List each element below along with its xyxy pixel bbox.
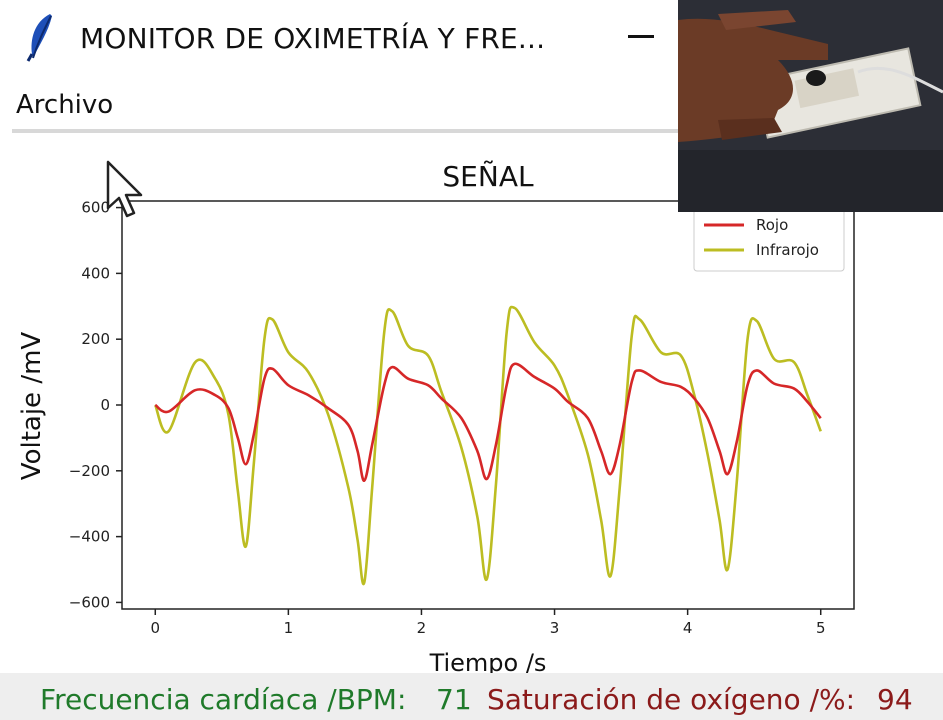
x-tick-label: 3 [550, 619, 560, 637]
x-tick-label: 5 [816, 619, 826, 637]
y-axis-label: Voltaje /mV [17, 332, 47, 481]
y-tick-label: −400 [69, 528, 110, 546]
x-axis-label: Tiempo /s [429, 649, 547, 673]
feather-icon [26, 14, 52, 62]
y-tick-label: 200 [81, 330, 110, 348]
series-line-rojo [154, 362, 822, 482]
legend-label-infrarojo: Infrarojo [756, 241, 819, 259]
window-title: MONITOR DE OXIMETRÍA Y FRE... [80, 22, 546, 55]
series-lines [154, 305, 822, 586]
legend-label-rojo: Rojo [756, 216, 788, 234]
y-tick-label: 400 [81, 264, 110, 282]
y-tick-label: 0 [100, 396, 110, 414]
status-bar: Frecuencia cardíaca /BPM: 71 Saturación … [0, 673, 943, 720]
chart-title: SEÑAL [442, 160, 534, 193]
legend: Rojo Infrarojo [693, 208, 845, 272]
axis-ticks: 0 1 2 3 4 5 600 400 200 0 −200 −400 −600 [69, 199, 826, 637]
heart-rate-value: 71 [436, 683, 472, 716]
x-tick-label: 2 [417, 619, 427, 637]
series-line-infrarojo [154, 305, 822, 586]
minimize-icon [628, 35, 654, 38]
heart-rate-label: Frecuencia cardíaca /BPM: [40, 683, 407, 716]
x-tick-label: 0 [150, 619, 160, 637]
x-tick-label: 1 [284, 619, 294, 637]
y-tick-label: −200 [69, 462, 110, 480]
signal-chart: SEÑAL 0 1 2 3 4 5 600 400 200 0 −200 −400 −600 Volta… [17, 160, 855, 673]
y-tick-label: −600 [69, 593, 110, 611]
menu-separator [12, 129, 943, 133]
spo2-label: Saturación de oxígeno /%: [487, 683, 856, 716]
minimize-button[interactable] [616, 14, 666, 58]
x-tick-label: 4 [683, 619, 693, 637]
camera-preview [678, 0, 943, 212]
camera-feed-image [678, 0, 943, 212]
menu-archivo[interactable]: Archivo [16, 90, 114, 120]
mouse-cursor-icon [106, 160, 143, 218]
y-tick-label: 600 [81, 199, 110, 217]
spo2-value: 94 [877, 683, 913, 716]
